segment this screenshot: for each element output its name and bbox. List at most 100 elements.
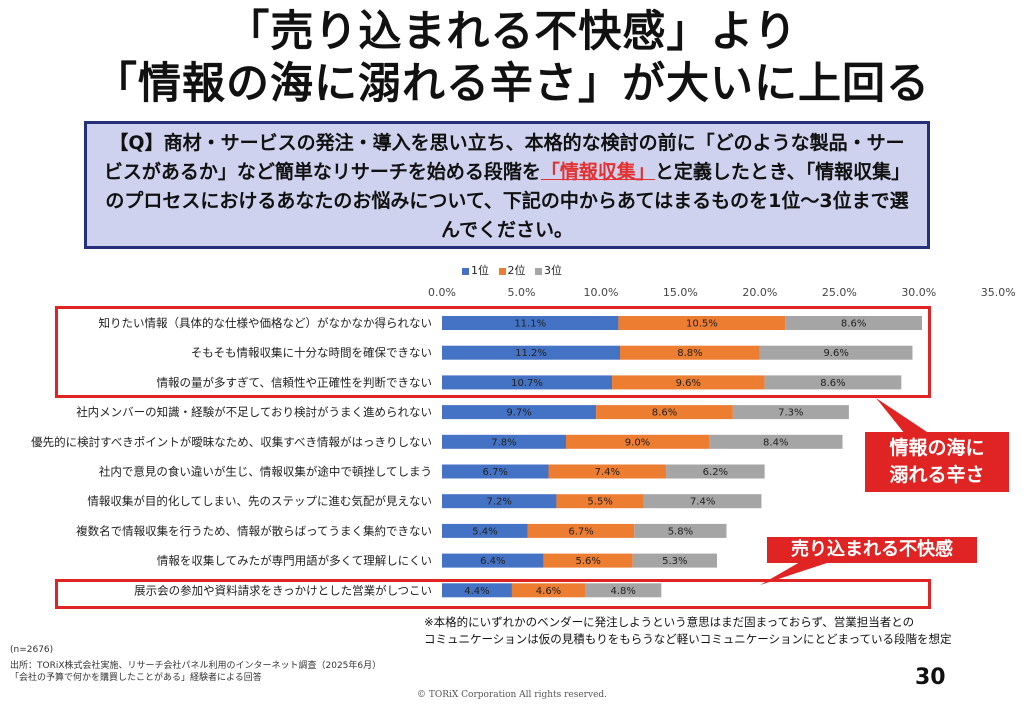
bar-segment-rank1 <box>442 523 528 538</box>
data-label: 8.4% <box>763 437 788 448</box>
category-label: 展示会の参加や資料請求をきっかけとした営業がしつこい <box>134 583 432 597</box>
title-line-1: 「売り込まれる不快感」より <box>226 7 798 57</box>
data-label: 5.3% <box>662 556 687 567</box>
data-label: 6.2% <box>703 467 728 478</box>
bar-segment-rank1 <box>442 494 557 509</box>
bar-segment-rank2 <box>565 434 710 449</box>
data-label: 9.0% <box>625 437 650 448</box>
source-line-1: 出所：TORiX株式会社実施、リサーチ会社パネル利用のインターネット調査（202… <box>10 661 382 671</box>
page-number: 30 <box>915 665 946 690</box>
category-label: 知りたい情報（具体的な仕様や価格など）がなかなか得られない <box>99 316 433 330</box>
chart-legend: 1位 2位 3位 <box>0 262 1024 278</box>
data-label: 11.2% <box>515 348 547 359</box>
legend-swatch-rank2 <box>498 267 506 275</box>
footnote-line2: コミュニケーションは仮の見積もりをもらうなど軽いコミュニケーションにとどまってい… <box>424 632 952 646</box>
callout-sales-discomfort: 売り込まれる不快感 <box>767 537 977 563</box>
question-text-part1: 【Q】商材・サービスの発注・導入を思い立ち、本格的な検討の前に「どのような製品・… <box>103 132 905 183</box>
source-line-2: 「会社の予算で何かを購買したことがある」経験者による回答 <box>10 673 262 683</box>
legend-label-rank2: 2位 <box>507 264 526 277</box>
bar-segment-rank2 <box>596 405 733 420</box>
data-label: 6.7% <box>483 467 508 478</box>
bar-segment-rank3 <box>709 434 843 449</box>
data-label: 7.4% <box>595 467 620 478</box>
bar-segment-rank2 <box>543 553 633 568</box>
data-label: 8.6% <box>652 408 677 419</box>
stacked-bar-chart: 0.0% 5.0% 10.0% 15.0% 20.0% 25.0% 30.0% 35.0% 知り… <box>31 286 1016 598</box>
legend-swatch-rank3 <box>535 267 542 275</box>
bar-segment-rank3 <box>666 464 765 479</box>
data-label: 7.8% <box>491 437 516 448</box>
data-label: 8.6% <box>820 378 845 389</box>
x-tick-label: 25.0% <box>822 286 857 299</box>
data-label: 9.6% <box>676 378 701 389</box>
sample-size: (n=2676) <box>10 645 54 655</box>
question-box: 【Q】商材・サービスの発注・導入を思い立ち、本格的な検討の前に「どのような製品・… <box>84 121 930 249</box>
data-label: 10.5% <box>686 319 718 330</box>
category-label: そもそも情報収集に十分な時間を確保できない <box>191 346 432 360</box>
question-text-part2: と定義したとき、「情報収集」のプロセスにおけるあなたのお悩みについて、下記の中か… <box>105 161 911 241</box>
highlight-box-sales-pushy <box>55 579 931 609</box>
data-label: 4.6% <box>536 586 561 597</box>
data-label: 9.7% <box>506 408 531 419</box>
bar-segment-rank1 <box>442 375 613 390</box>
data-label: 5.8% <box>668 526 693 537</box>
legend-swatch-rank1 <box>462 267 469 275</box>
x-tick-label: 30.0% <box>901 286 936 299</box>
data-label: 8.8% <box>677 348 702 359</box>
highlight-box-info-overload <box>55 306 931 398</box>
bar-segment-rank1 <box>442 434 566 449</box>
bar-segment-rank3 <box>643 494 762 509</box>
bar-segment-rank2 <box>527 523 635 538</box>
category-label: 社内メンバーの知識・経験が不足しており検討がうまく進められない <box>76 405 432 419</box>
legend-item-rank1: 1位 <box>462 262 489 278</box>
bar-segment-rank3 <box>632 553 717 568</box>
x-tick-label: 20.0% <box>742 286 777 299</box>
bar-segment-rank2 <box>618 316 786 330</box>
category-label: 情報収集が目的化してしまい、先のステップに進む気配が見えない <box>87 494 432 508</box>
bar-segment-rank1 <box>442 583 512 598</box>
data-label: 8.6% <box>841 319 866 330</box>
callout-info-overload: 情報の海に 溺れる辛さ <box>865 432 1009 492</box>
bar-segment-rank1 <box>442 345 621 360</box>
data-label: 6.4% <box>480 556 505 567</box>
bar-segment-rank1 <box>442 553 544 568</box>
category-label: 優先的に検討すべきポイントが曖昧なため、収集すべき情報がはっきりしない <box>31 435 432 449</box>
bar-segment-rank1 <box>442 464 549 479</box>
legend-label-rank3: 3位 <box>544 264 562 277</box>
category-label: 社内で意見の食い違いが生じ、情報収集が途中で頓挫してしまう <box>99 465 432 479</box>
data-label: 4.8% <box>610 586 635 597</box>
footnote-line1: ※本格的にいずれかのベンダーに発注しようという意思はまだ固まっておらず、営業担当… <box>424 615 915 629</box>
bar-segment-rank2 <box>612 375 765 390</box>
callout-info-line1: 情報の海に <box>889 437 985 459</box>
x-tick-label: 5.0% <box>507 286 535 299</box>
category-label: 複数名で情報収集を行うため、情報が散らばってうまく集約できない <box>76 524 432 538</box>
data-label: 4.4% <box>464 586 489 597</box>
footnote: ※本格的にいずれかのベンダーに発注しようという意思はまだ固まっておらず、営業担当… <box>424 614 952 648</box>
data-label: 5.6% <box>576 556 601 567</box>
bar-segment-rank3 <box>634 523 727 538</box>
bar-segment-rank3 <box>759 345 913 360</box>
x-tick-label: 10.0% <box>583 286 618 299</box>
data-label: 7.4% <box>690 497 715 508</box>
category-label: 情報を収集してみたが専門用語が多くて理解しにくい <box>157 554 432 568</box>
data-label: 7.3% <box>778 408 803 419</box>
legend-item-rank3: 3位 <box>535 262 562 278</box>
x-tick-label: 0.0% <box>428 286 456 299</box>
x-tick-label: 15.0% <box>663 286 698 299</box>
data-label: 9.6% <box>823 348 848 359</box>
bar-segment-rank3 <box>585 583 662 598</box>
bar-segment-rank2 <box>511 583 586 598</box>
title-line-2: 「情報の海に溺れる辛さ」が大いに上回る <box>94 59 930 109</box>
bar-segment-rank3 <box>764 375 902 390</box>
bar-segment-rank2 <box>548 464 667 479</box>
data-label: 11.1% <box>514 319 546 330</box>
data-label: 10.7% <box>511 378 543 389</box>
bar-segment-rank3 <box>732 405 849 420</box>
legend-item-rank2: 2位 <box>498 262 526 278</box>
data-label: 5.4% <box>472 526 497 537</box>
bar-segment-rank2 <box>620 345 760 360</box>
question-highlight: 「情報収集」 <box>540 161 655 183</box>
legend-label-rank1: 1位 <box>471 264 489 277</box>
bar-segment-rank3 <box>785 316 922 330</box>
bar-segment-rank2 <box>556 494 644 509</box>
